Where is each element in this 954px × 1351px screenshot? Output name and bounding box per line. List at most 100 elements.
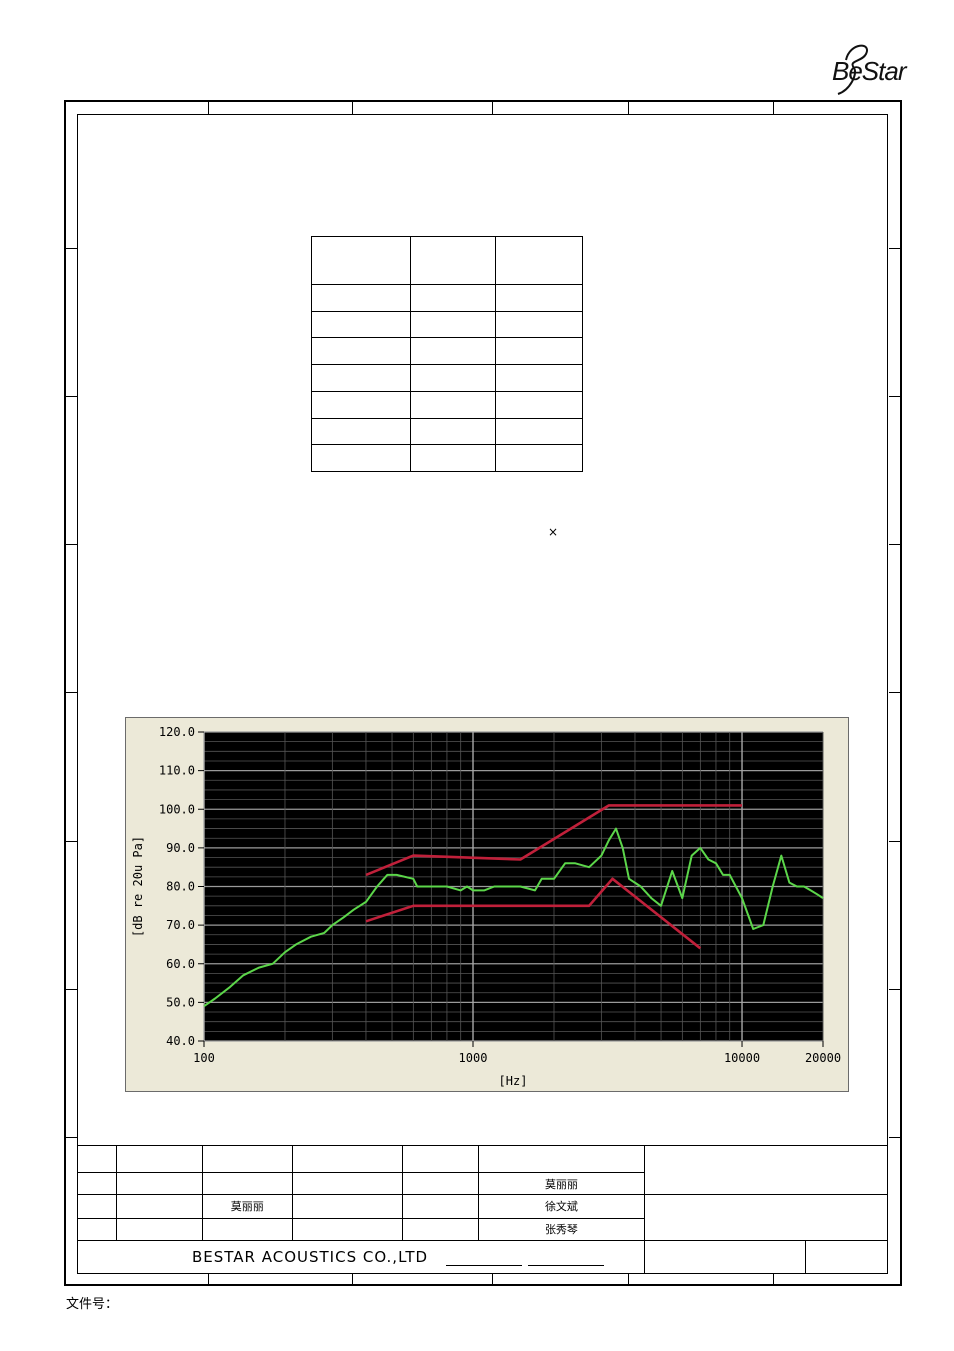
zone-tick	[889, 396, 901, 397]
company-name: BESTAR ACOUSTICS CO.,LTD	[192, 1247, 429, 1266]
response-line	[203, 827, 824, 1008]
zone-tick	[889, 841, 901, 842]
spec-cell	[410, 337, 496, 366]
spec-cell	[311, 337, 411, 366]
tb-cell	[401, 1144, 479, 1174]
y-tick-label: 60.0	[166, 957, 195, 971]
tb-drawing-name-cell	[644, 1194, 888, 1241]
spec-cell	[495, 236, 583, 285]
tb-company-cell: BESTAR ACOUSTICS CO.,LTD	[76, 1239, 646, 1275]
zone-tick	[65, 544, 77, 545]
x-tick-label: 20000	[805, 1051, 841, 1065]
grid-lines	[203, 731, 824, 1042]
tb-cell	[77, 1144, 117, 1174]
zone-tick	[208, 1274, 209, 1286]
x-ticks: 100 1000 10000 20000	[193, 1041, 841, 1065]
zone-tick	[65, 841, 77, 842]
zone-tick	[889, 692, 901, 693]
tb-signature-approver: 张秀琴	[477, 1217, 646, 1241]
spec-cell	[410, 444, 496, 472]
x-tick-label: 100	[193, 1051, 215, 1065]
tb-cell	[115, 1217, 203, 1241]
tb-cell	[401, 1194, 479, 1219]
tb-cell	[401, 1172, 479, 1196]
spec-cell	[495, 337, 583, 366]
zone-tick	[492, 1274, 493, 1286]
y-tick-label: 70.0	[166, 918, 195, 932]
spec-cell	[495, 390, 583, 419]
spec-cell	[495, 417, 583, 446]
spec-table	[311, 236, 583, 472]
y-tick-label: 40.0	[166, 1034, 195, 1048]
tb-signature-designer: 莫丽丽	[477, 1172, 646, 1196]
multiply-mark: ×	[548, 525, 559, 539]
spec-cell	[311, 236, 411, 285]
zone-tick	[65, 692, 77, 693]
tb-cell	[115, 1194, 203, 1219]
spec-table-row	[311, 364, 583, 392]
tb-cell	[115, 1144, 203, 1174]
tb-title-cell	[644, 1144, 888, 1196]
zone-tick	[628, 1274, 629, 1286]
y-ticks: 40.0 50.0 60.0 70.0 80.0 90.0 100.0 110.0 120.0	[159, 725, 204, 1048]
zone-tick	[773, 1274, 774, 1286]
spec-cell	[410, 236, 496, 285]
tb-cell	[77, 1172, 117, 1196]
spec-cell	[495, 310, 583, 339]
spec-cell	[495, 364, 583, 392]
zone-tick	[65, 396, 77, 397]
spec-cell	[410, 417, 496, 446]
tb-cell	[201, 1217, 293, 1241]
spec-table-row	[311, 310, 583, 339]
frequency-response-chart: 40.0 50.0 60.0 70.0 80.0 90.0 100.0 110.0 120.0 …	[125, 717, 849, 1092]
zone-tick	[352, 102, 353, 114]
zone-tick	[889, 1137, 901, 1138]
x-tick-label: 1000	[459, 1051, 488, 1065]
y-tick-label: 80.0	[166, 880, 195, 894]
zone-tick	[889, 248, 901, 249]
y-axis-label: [dB re 20u Pa]	[131, 836, 145, 937]
spec-table-header-row	[311, 236, 583, 285]
spec-cell	[311, 417, 411, 446]
spec-cell	[311, 390, 411, 419]
zone-tick	[492, 102, 493, 114]
tb-sheet-cell	[805, 1239, 888, 1275]
spec-cell	[311, 284, 411, 312]
zone-tick	[65, 1137, 77, 1138]
zone-tick	[352, 1274, 353, 1286]
zone-tick	[889, 544, 901, 545]
title-block: 莫丽丽 莫丽丽 徐文斌 张秀琴 BESTAR ACOUSTICS CO.,LTD	[76, 1144, 888, 1275]
y-tick-label: 50.0	[166, 995, 195, 1009]
zone-tick	[65, 248, 77, 249]
spec-cell	[495, 444, 583, 472]
spec-cell	[410, 390, 496, 419]
zone-tick	[65, 989, 77, 990]
y-tick-label: 120.0	[159, 725, 195, 739]
tb-drawing-no-cell	[644, 1239, 807, 1275]
spec-table-row	[311, 337, 583, 366]
inner-frame	[77, 114, 888, 1274]
tb-cell	[291, 1194, 403, 1219]
tb-signature-drafter: 莫丽丽	[201, 1194, 293, 1219]
signature-line	[528, 1264, 605, 1266]
spec-cell	[311, 444, 411, 472]
outer-frame	[64, 100, 902, 1286]
tb-signature-checker: 徐文斌	[477, 1194, 646, 1219]
logo-swirl-icon	[837, 44, 868, 95]
lower-limit-line	[365, 877, 702, 950]
spec-table-row	[311, 444, 583, 472]
zone-tick	[208, 102, 209, 114]
tb-cell	[115, 1172, 203, 1196]
tb-cell	[291, 1144, 403, 1174]
spec-cell	[311, 364, 411, 392]
bestar-logo: BeStar	[828, 40, 908, 98]
y-tick-label: 100.0	[159, 802, 195, 816]
signature-line	[446, 1264, 523, 1266]
tb-cell	[291, 1217, 403, 1241]
x-axis-label: [Hz]	[499, 1074, 528, 1088]
spec-cell	[410, 310, 496, 339]
spec-cell	[495, 284, 583, 312]
tb-cell	[401, 1217, 479, 1241]
zone-tick	[628, 102, 629, 114]
tb-cell	[291, 1172, 403, 1196]
